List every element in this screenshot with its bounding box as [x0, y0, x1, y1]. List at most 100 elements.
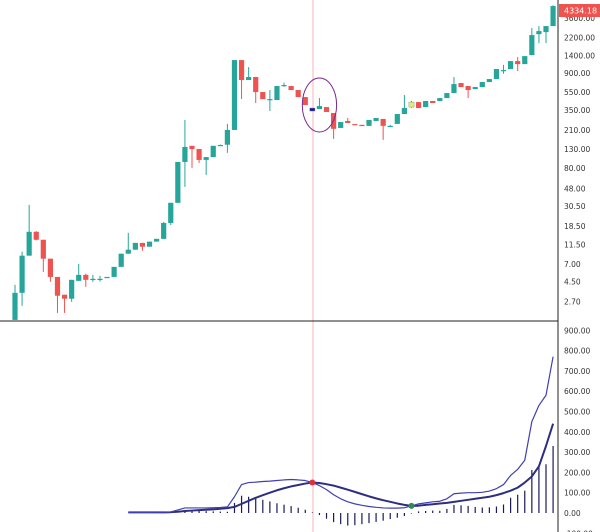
- candle[interactable]: [61, 294, 68, 313]
- candle[interactable]: [217, 144, 223, 147]
- candle[interactable]: [387, 124, 393, 128]
- candle[interactable]: [40, 239, 46, 272]
- candle[interactable]: [19, 251, 25, 306]
- candle[interactable]: [415, 102, 422, 109]
- price-panel[interactable]: [12, 5, 556, 320]
- candle-body: [451, 84, 457, 94]
- candle[interactable]: [161, 221, 167, 239]
- candle[interactable]: [76, 263, 82, 281]
- candle[interactable]: [529, 28, 535, 56]
- candle[interactable]: [281, 82, 287, 87]
- candle[interactable]: [430, 100, 436, 104]
- macd-tick-label: 400.00: [564, 428, 590, 437]
- macd-axis[interactable]: 900.00 800.00 700.00 600.00 500.00 400.00 300.…: [564, 326, 593, 532]
- candle[interactable]: [146, 241, 153, 247]
- candle[interactable]: [302, 97, 308, 106]
- candle[interactable]: [423, 100, 429, 108]
- price-tick-label: 7.00: [564, 260, 581, 269]
- candle[interactable]: [104, 276, 110, 279]
- price-tick-label: 1400.00: [564, 51, 595, 60]
- candle[interactable]: [196, 149, 202, 163]
- candle[interactable]: [189, 145, 195, 168]
- candle[interactable]: [408, 100, 415, 108]
- candle[interactable]: [69, 279, 75, 302]
- candle[interactable]: [543, 26, 549, 44]
- macd-tick-label: 600.00: [564, 387, 590, 396]
- candle[interactable]: [550, 5, 556, 27]
- candle[interactable]: [515, 57, 521, 72]
- candle-body: [437, 98, 443, 101]
- candle[interactable]: [359, 124, 365, 127]
- candle[interactable]: [231, 60, 238, 130]
- candle[interactable]: [33, 231, 39, 241]
- candle[interactable]: [472, 87, 478, 90]
- candle[interactable]: [345, 117, 351, 123]
- candle[interactable]: [401, 95, 407, 115]
- candle[interactable]: [437, 98, 443, 101]
- candle[interactable]: [380, 118, 386, 140]
- candle[interactable]: [154, 238, 160, 242]
- candle[interactable]: [12, 284, 18, 320]
- candle[interactable]: [118, 253, 124, 267]
- candle[interactable]: [493, 69, 500, 80]
- candle[interactable]: [536, 26, 542, 44]
- candle-body: [83, 274, 89, 280]
- candle-body: [238, 60, 245, 81]
- candle[interactable]: [309, 107, 316, 112]
- candle[interactable]: [139, 242, 146, 251]
- ellipse-annotation: [301, 77, 338, 133]
- candle[interactable]: [26, 204, 32, 256]
- candle[interactable]: [394, 114, 400, 124]
- candle[interactable]: [352, 124, 358, 126]
- candle[interactable]: [465, 86, 471, 99]
- candle[interactable]: [316, 98, 323, 110]
- candle[interactable]: [288, 86, 294, 91]
- candle[interactable]: [253, 77, 259, 104]
- bullish-cross-marker: [408, 502, 415, 509]
- candle[interactable]: [451, 77, 457, 94]
- macd-tick-label: 800.00: [564, 347, 590, 356]
- macd-tick-label: 200.00: [564, 468, 590, 477]
- candle[interactable]: [458, 83, 464, 88]
- candle[interactable]: [182, 119, 188, 187]
- candle[interactable]: [168, 202, 174, 226]
- price-tick-label: 48.00: [564, 184, 586, 193]
- candle[interactable]: [90, 274, 96, 282]
- candle[interactable]: [267, 90, 273, 112]
- candle-body: [415, 102, 422, 109]
- candle[interactable]: [274, 86, 280, 101]
- candle[interactable]: [444, 93, 450, 99]
- candle[interactable]: [522, 56, 528, 65]
- candle[interactable]: [479, 82, 485, 88]
- candle[interactable]: [366, 119, 372, 126]
- candle[interactable]: [111, 266, 117, 277]
- candle[interactable]: [486, 79, 492, 83]
- candle[interactable]: [132, 242, 138, 250]
- candle[interactable]: [210, 145, 216, 158]
- candle[interactable]: [83, 273, 89, 287]
- macd-tick-label: 900.00: [564, 326, 590, 335]
- candle[interactable]: [97, 275, 103, 282]
- candle[interactable]: [238, 60, 245, 100]
- candle[interactable]: [373, 117, 379, 121]
- candle[interactable]: [260, 92, 266, 100]
- candle[interactable]: [338, 122, 344, 128]
- candle[interactable]: [54, 276, 61, 313]
- candle[interactable]: [203, 157, 209, 175]
- candle[interactable]: [295, 90, 301, 98]
- price-axis[interactable]: 3600.00 2200.00 1400.00 900.00 550.00 350.00 2…: [564, 14, 595, 307]
- candle[interactable]: [508, 61, 514, 70]
- candle-body: [302, 97, 308, 106]
- candle[interactable]: [125, 232, 131, 254]
- candle[interactable]: [500, 64, 507, 74]
- macd-panel[interactable]: [128, 356, 555, 526]
- price-tick-label: 80.00: [564, 164, 586, 173]
- candle[interactable]: [175, 161, 181, 203]
- macd-line: [128, 356, 554, 513]
- candle[interactable]: [224, 123, 230, 153]
- candle[interactable]: [323, 107, 330, 112]
- price-tick-label: 2200.00: [564, 34, 595, 43]
- candle-body: [359, 124, 365, 127]
- candle[interactable]: [47, 258, 53, 282]
- candle[interactable]: [246, 67, 252, 81]
